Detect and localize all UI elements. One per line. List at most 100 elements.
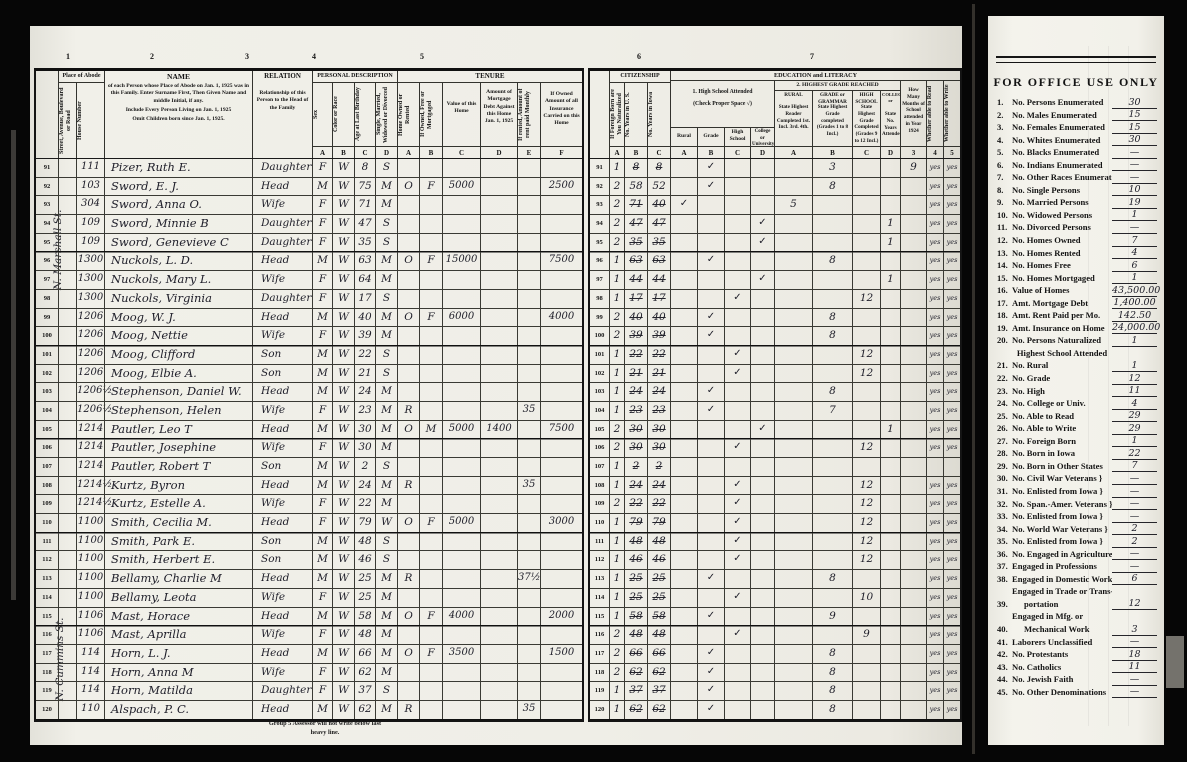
street-cell	[58, 233, 76, 252]
months-school-cell	[900, 644, 926, 663]
marital-cell: M	[375, 588, 397, 607]
owned-rented-cell	[397, 663, 419, 682]
months-school-cell	[900, 700, 926, 719]
line-number: 104	[42, 406, 52, 414]
relation-cell: Son	[252, 551, 312, 570]
stat-number: 5.	[997, 147, 1004, 158]
census-row-right: 107 1 2 2	[590, 458, 960, 477]
letter-c: C	[354, 146, 375, 158]
months-school-cell	[900, 177, 926, 196]
marital-cell: M	[375, 476, 397, 495]
letter-a: A	[312, 146, 332, 158]
house-number-cell: 1206½	[76, 401, 112, 420]
stat-label: No. World War Veterans }	[1012, 523, 1108, 534]
marital-cell: M	[375, 308, 397, 327]
college-years-cell	[880, 458, 900, 476]
sex-cell: M	[312, 570, 332, 588]
stat-value: 29	[1112, 423, 1157, 435]
months-school-cell	[900, 588, 926, 607]
office-stat-line: 17. Amt. Mortgage Debt 1,400.00	[990, 297, 1162, 310]
college-years-cell	[880, 626, 900, 644]
owned-rented-cell	[397, 196, 419, 215]
stat-label: No. Grade	[1012, 373, 1051, 384]
street-column-header: Street, Avenue, Boulevard or Road	[58, 83, 76, 158]
rent-cell	[517, 233, 540, 252]
high-school-check-cell: ✓	[724, 551, 750, 570]
months-school-cell	[900, 476, 926, 495]
stat-number: 27.	[997, 435, 1008, 446]
marital-cell: W	[375, 514, 397, 532]
rural-reader-cell	[774, 532, 812, 551]
grade-check-cell	[697, 233, 724, 252]
office-panel-title: FOR OFFICE USE ONLY	[993, 75, 1159, 89]
college-years-cell	[880, 644, 900, 663]
college-check-cell	[750, 345, 774, 364]
mortgage-cell	[480, 196, 517, 215]
relation-cell: Head	[252, 177, 312, 196]
rural-reader-cell	[774, 514, 812, 532]
marital-cell: S	[375, 532, 397, 551]
age-cell: 8	[354, 159, 375, 177]
stat-number: 12.	[997, 235, 1008, 246]
line-number: 100	[42, 332, 52, 340]
line-number: 117	[594, 649, 605, 657]
rural-check-cell: ✓	[670, 196, 697, 215]
street-cell	[58, 401, 76, 420]
stat-number: 17.	[997, 297, 1008, 308]
house-number-cell: 1214	[76, 420, 104, 439]
stat-label: Value of Homes	[1012, 285, 1070, 296]
line-number: 113	[594, 575, 605, 583]
college-attended-header: College or University	[750, 128, 774, 146]
sex-cell: F	[312, 215, 332, 233]
stat-value: 15	[1112, 109, 1157, 122]
house-number-cell: 1214½	[76, 495, 112, 514]
sex-cell: M	[312, 364, 332, 383]
college-check-cell	[750, 700, 774, 719]
owned-rented-cell	[397, 271, 419, 289]
rural-reader-cell	[774, 439, 812, 457]
home-value-cell: 3500	[442, 644, 480, 663]
line-number: 120	[42, 705, 52, 713]
line-number: 112	[42, 556, 52, 564]
grade-completed-cell: 8	[812, 252, 852, 271]
home-value-cell	[442, 626, 480, 644]
stat-label: No. Homes Rented	[1012, 247, 1081, 258]
grade-check-cell	[697, 551, 724, 570]
rural-check-cell	[670, 682, 697, 700]
stat-number: 26.	[997, 423, 1008, 434]
sex-cell: M	[312, 551, 332, 570]
office-stat-line: 20. No. Persons Naturalized 1	[990, 334, 1162, 347]
relation-cell: Wife	[252, 401, 312, 420]
college-years-cell	[880, 401, 900, 420]
high-grade-cell: 12	[852, 551, 880, 570]
able-to-write-cell: yes	[943, 495, 960, 514]
able-to-write-cell: yes	[943, 215, 960, 233]
age-cell: 2	[354, 458, 375, 476]
free-mortgaged-cell: F	[419, 514, 442, 532]
stat-label: Laborers Unclassified	[1012, 636, 1093, 647]
rent-cell	[517, 420, 540, 439]
rural-reader-cell	[774, 644, 812, 663]
insurance-cell	[540, 401, 582, 420]
high-school-check-cell	[724, 196, 750, 215]
mortgage-debt-header: Amount of Mortgage Debt Against this Hom…	[480, 83, 517, 146]
office-stat-line: 37. Engaged in Professions —	[990, 560, 1162, 573]
census-row-right: 93 2 71 40 ✓ 5 yes yes	[590, 196, 960, 216]
stat-label: No. Females Enumerated	[1012, 122, 1105, 133]
high-grade-cell	[852, 644, 880, 663]
age-cell: 47	[354, 215, 375, 233]
age-cell: 24	[354, 383, 375, 401]
relation-cell: Wife	[252, 495, 312, 514]
rural-check-cell	[670, 458, 697, 476]
census-row: 114 1100 Bellamy, Leota Wife F W 25 M	[36, 588, 582, 608]
office-use-panel: FOR OFFICE USE ONLY 1. No. Persons Enume…	[990, 16, 1162, 726]
line-number: 95	[43, 238, 51, 246]
rural-reader-cell	[774, 327, 812, 345]
insurance-cell	[540, 700, 582, 719]
relation-cell: Son	[252, 345, 312, 364]
years-in-iowa-cell: 30	[647, 439, 670, 457]
name-cell: Pautler, Leo T	[104, 420, 252, 439]
home-value-cell	[442, 458, 480, 476]
years-in-us-cell: 71	[624, 196, 647, 215]
high-school-check-cell	[724, 159, 750, 177]
